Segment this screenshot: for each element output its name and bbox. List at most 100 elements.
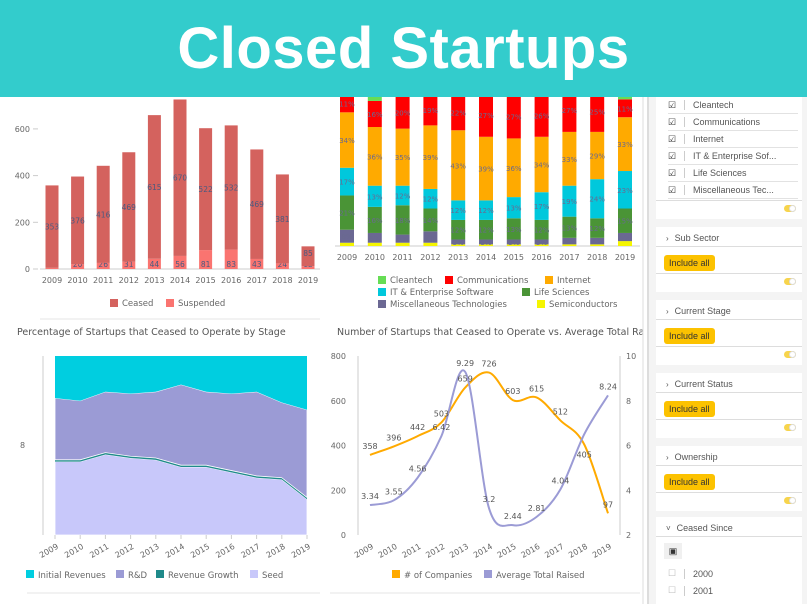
data-label: 9.29 [456, 359, 474, 368]
data-label: 56 [175, 260, 185, 269]
bar-segment-it-enterprise-software [395, 185, 410, 206]
legend-swatch [392, 570, 400, 578]
area-r-d [54, 384, 308, 499]
sector-toggle[interactable] [784, 205, 796, 212]
include-all-button[interactable]: Include all [664, 474, 715, 490]
sub-sector-toggle[interactable] [784, 278, 796, 285]
percent-label: 39% [478, 166, 494, 174]
legend-swatch [250, 570, 258, 578]
legend-swatch [545, 276, 553, 284]
bar-suspended [96, 262, 110, 269]
sector-option[interactable]: ☑ Cleantech [668, 97, 798, 114]
ownership-toggle[interactable] [784, 497, 796, 504]
ceased-since-header[interactable]: ˅ Ceased Since [656, 517, 802, 537]
bar-segment-communications [562, 87, 577, 132]
sector-share-chart: 8% 21% 17% 34% 11% 2009 6% 16% 13% 36% 16% 2010 5% 18… [335, 83, 640, 310]
legend-label: Suspended [178, 299, 225, 309]
bar-segment-communications [506, 94, 521, 139]
x-tick-label: 2019 [615, 253, 635, 262]
sector-option[interactable]: ☑ IT & Enterprise Sof... [668, 148, 798, 165]
percent-label: 36% [506, 165, 522, 173]
percent-label: 12% [589, 225, 605, 233]
percent-label: 13% [562, 224, 578, 232]
sector-option[interactable]: ☑ Communications [668, 114, 798, 131]
sector-option[interactable]: ☑ Miscellaneous Tec... [668, 182, 798, 199]
percent-label: 14% [423, 217, 439, 225]
include-all-button[interactable]: Include all [664, 401, 715, 417]
data-label: 659 [458, 375, 473, 384]
bar-segment-miscellaneous-technologies [506, 239, 521, 245]
x-tick-label: 2014 [170, 276, 190, 285]
x-tick-label: 2016 [519, 542, 541, 560]
x-tick-label: 2019 [298, 276, 318, 285]
data-label: 97 [603, 500, 613, 509]
current-status-filter-card: › Current Status Include all [656, 373, 802, 438]
data-label: 3.2 [483, 495, 496, 504]
bar-suspended [199, 250, 213, 269]
current-stage-filter-card: › Current Stage Include all [656, 300, 802, 365]
x-tick-label: 2018 [587, 253, 607, 262]
chevron-right-icon: › [666, 234, 669, 243]
sub-sector-header[interactable]: › Sub Sector [656, 227, 802, 247]
bar-segment-communications [423, 94, 438, 126]
current-stage-header[interactable]: › Current Stage [656, 300, 802, 320]
x-tick-label: 2015 [504, 253, 524, 262]
legend-label: IT & Enterprise Software [390, 288, 494, 298]
bar-suspended [250, 258, 264, 269]
percent-label: 12% [450, 207, 466, 215]
checked-checkbox-icon[interactable]: ☑ [668, 133, 677, 144]
percent-label: 27% [478, 112, 494, 120]
select-all-checkbox[interactable]: ▣ [664, 543, 682, 559]
x-tick-label: 2011 [88, 542, 110, 560]
bar-ceased [250, 149, 264, 259]
checked-checkbox-icon[interactable]: ☑ [668, 116, 677, 127]
ownership-header[interactable]: › Ownership [656, 446, 802, 466]
checkbox-icon[interactable]: ☐ [668, 568, 677, 578]
bar-segment-internet [479, 136, 493, 201]
legend-swatch [378, 276, 386, 284]
checkbox-icon[interactable]: ☐ [668, 585, 677, 595]
checked-checkbox-icon[interactable]: ☑ [668, 99, 677, 110]
legend-swatch [484, 570, 492, 578]
current-status-toggle[interactable] [784, 424, 796, 431]
data-label: 532 [224, 184, 239, 193]
checked-checkbox-icon[interactable]: ☑ [668, 184, 677, 195]
bar-suspended [301, 266, 315, 269]
year-option-2000[interactable]: ☐ 2000 [668, 568, 714, 579]
bar-segment-internet [534, 136, 549, 193]
include-all-button[interactable]: Include all [664, 255, 715, 271]
percent-label: 12% [478, 207, 494, 215]
right-y-tick-label: 2 [626, 531, 631, 540]
line-average-total-raised [369, 369, 609, 527]
x-tick-label: 2014 [472, 542, 494, 560]
bar-suspended [173, 255, 187, 269]
ownership-filter-card: › Ownership Include all [656, 446, 802, 511]
current-stage-toggle[interactable] [784, 351, 796, 358]
bar-segment-it-enterprise-software [423, 188, 438, 209]
checked-checkbox-icon[interactable]: ☑ [668, 167, 677, 178]
x-tick-label: 2009 [42, 276, 62, 285]
bar-segment-it-enterprise-software [340, 167, 354, 196]
current-status-header[interactable]: › Current Status [656, 373, 802, 393]
checked-checkbox-icon[interactable]: ☑ [668, 150, 677, 161]
year-option-2001[interactable]: ☐ 2001 [668, 585, 714, 596]
bar-segment-semiconductors [451, 244, 466, 246]
x-tick-label: 2019 [591, 542, 613, 560]
data-label: 603 [505, 387, 520, 396]
bar-suspended [122, 261, 136, 269]
data-label: 522 [198, 185, 213, 194]
data-label: 381 [275, 215, 290, 224]
sector-option[interactable]: ☑ Life Sciences [668, 165, 798, 182]
bar-segment-miscellaneous-technologies [367, 232, 382, 243]
percent-label: 39% [423, 154, 439, 162]
bar-segment-communications [395, 96, 410, 129]
bar-ceased [224, 125, 238, 250]
sector-option[interactable]: ☑ Internet [668, 131, 798, 148]
bar-segment-semiconductors [395, 242, 410, 246]
bar-segment-internet [451, 130, 466, 201]
x-tick-label: 2017 [543, 542, 565, 560]
percent-label: 4% [592, 238, 603, 246]
legend-swatch [522, 288, 530, 296]
include-all-button[interactable]: Include all [664, 328, 715, 344]
percent-label: 26% [534, 113, 550, 121]
